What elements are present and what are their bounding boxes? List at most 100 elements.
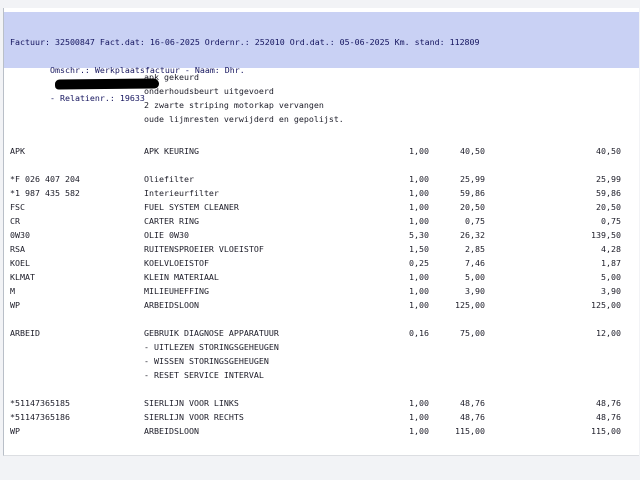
item-total [485, 312, 621, 326]
item-description: OLIE 0W30 [144, 230, 189, 240]
item-code: *F 026 407 204 [10, 174, 80, 184]
item-code: *1 987 435 582 [10, 188, 80, 198]
item-code: RSA [10, 244, 25, 254]
blank-row [4, 158, 639, 172]
table-row: - RESET SERVICE INTERVAL [4, 368, 639, 382]
item-price: 20,50 [460, 202, 485, 212]
table-row: CR CARTER RING 1,00 0,75 0,75 [4, 214, 639, 228]
item-price: 3,90 [465, 286, 485, 296]
item-description: SIERLIJN VOOR LINKS [144, 398, 239, 408]
item-qty [334, 112, 429, 126]
item-qty: 1,00 [409, 412, 429, 422]
item-total: 25,99 [596, 174, 621, 184]
item-price: 48,76 [460, 412, 485, 422]
item-price: 59,86 [460, 188, 485, 198]
item-description: Interieurfilter [144, 188, 219, 198]
item-total [485, 70, 621, 84]
item-qty: 0,16 [409, 328, 429, 338]
item-code: KLMAT [10, 272, 35, 282]
table-row: ARBEID GEBRUIK DIAGNOSE APPARATUUR 0,16 75,… [4, 326, 639, 340]
item-qty [334, 312, 429, 326]
table-row: M MILIEUHEFFING 1,00 3,90 3,90 [4, 284, 639, 298]
item-code [10, 382, 144, 396]
item-qty: 1,00 [409, 188, 429, 198]
item-price [429, 312, 485, 326]
item-description [144, 158, 334, 172]
item-code: CR [10, 216, 20, 226]
item-price: 25,99 [460, 174, 485, 184]
item-qty: 1,00 [409, 146, 429, 156]
item-price: 125,00 [455, 300, 485, 310]
item-total: 3,90 [601, 286, 621, 296]
item-price [429, 84, 485, 98]
item-code: APK [10, 146, 25, 156]
item-description [144, 312, 334, 326]
table-row: APK APK KEURING 1,00 40,50 40,50 [4, 144, 639, 158]
blank-row [4, 312, 639, 326]
table-row: FSC FUEL SYSTEM CLEANER 1,00 20,50 20,50 [4, 200, 639, 214]
item-description: RUITENSPROEIER VLOEISTOF [144, 244, 264, 254]
item-total: 40,50 [596, 146, 621, 156]
item-code [10, 340, 144, 354]
line-items-table: APK APK KEURING 1,00 40,50 40,50 *F 026 407 2… [4, 144, 639, 438]
item-qty [334, 382, 429, 396]
item-price: 2,85 [465, 244, 485, 254]
item-code: FSC [10, 202, 25, 212]
item-total: 1,87 [601, 258, 621, 268]
item-total: 125,00 [591, 300, 621, 310]
item-total: 12,00 [596, 328, 621, 338]
item-total: 48,76 [596, 412, 621, 422]
item-total: 139,50 [591, 230, 621, 240]
item-price [429, 354, 485, 368]
invoice-meta-line: Factuur: 32500847 Fact.dat: 16-06-2025 O… [10, 37, 480, 47]
item-qty: 1,00 [409, 426, 429, 436]
item-qty: 1,00 [409, 286, 429, 296]
item-total: 48,76 [596, 398, 621, 408]
work-note-line: oude lijmresten verwijderd en gepolijst. [4, 112, 639, 126]
item-price [429, 112, 485, 126]
item-total: 20,50 [596, 202, 621, 212]
table-row: *51147365185 SIERLIJN VOOR LINKS 1,00 48,76… [4, 396, 639, 410]
item-price: 26,32 [460, 230, 485, 240]
item-code: ARBEID [10, 328, 40, 338]
table-row: - UITLEZEN STORINGSGEHEUGEN [4, 340, 639, 354]
item-qty [334, 354, 429, 368]
item-qty [334, 70, 429, 84]
item-description: 2 zwarte striping motorkap vervangen [144, 100, 324, 110]
invoice-header-band: Factuur: 32500847 Fact.dat: 16-06-2025 O… [4, 12, 639, 103]
table-row: *1 987 435 582 Interieurfilter 1,00 59,86 59… [4, 186, 639, 200]
invoice-document: Factuur: 32500847 Fact.dat: 16-06-2025 O… [3, 8, 639, 456]
item-description: KOELVLOEISTOF [144, 258, 209, 268]
item-price [429, 70, 485, 84]
item-price: 75,00 [460, 328, 485, 338]
item-total [485, 382, 621, 396]
item-qty: 1,00 [409, 202, 429, 212]
relation-number-text: - Relatienr.: 19633 [49, 93, 145, 103]
item-price [429, 98, 485, 112]
item-total: 59,86 [596, 188, 621, 198]
item-description: SIERLIJN VOOR RECHTS [144, 412, 244, 422]
item-total [485, 354, 621, 368]
blank-row [4, 382, 639, 396]
item-code: 0W30 [10, 230, 30, 240]
item-description: CARTER RING [144, 216, 199, 226]
item-qty: 1,00 [409, 272, 429, 282]
item-description: ARBEIDSLOON [144, 426, 199, 436]
item-description: MILIEUHEFFING [144, 286, 209, 296]
item-code: WP [10, 300, 20, 310]
table-row: - WISSEN STORINGSGEHEUGEN [4, 354, 639, 368]
item-description: GEBRUIK DIAGNOSE APPARATUUR [144, 328, 279, 338]
invoice-description-line: Omschr.: Werkplaatsfactuur - Naam: Dhr. … [10, 49, 639, 103]
item-qty [334, 158, 429, 172]
item-qty [334, 84, 429, 98]
item-qty [334, 98, 429, 112]
item-total [485, 98, 621, 112]
item-price: 48,76 [460, 398, 485, 408]
item-code [10, 112, 144, 126]
item-qty: 1,00 [409, 174, 429, 184]
item-qty: 1,50 [409, 244, 429, 254]
item-qty [334, 368, 429, 382]
item-total [485, 112, 621, 126]
item-total [485, 340, 621, 354]
